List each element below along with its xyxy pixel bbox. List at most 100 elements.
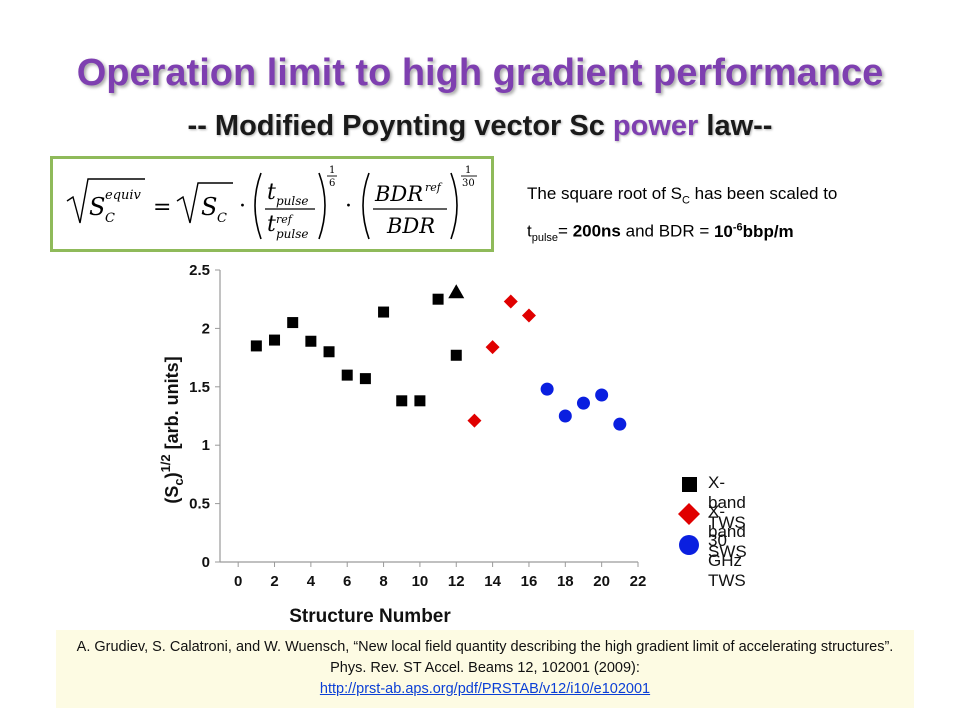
data-point-triangle [448,284,465,299]
subtitle-highlight: power [612,110,699,142]
data-point-diamond [467,413,482,428]
slide-title: Operation limit to high gradient perform… [76,52,884,94]
x-tick-label: 14 [484,573,501,590]
frac1-den-sup: ref [276,213,294,226]
legend-label: 30 GHz TWS [708,531,746,590]
note-text: has been scaled to [689,184,838,203]
y-tick-label: 2 [202,320,210,337]
exp1-num: 1 [329,165,335,176]
sqrt-sign [66,178,145,224]
reference-box: A. Grudiev, S. Calatroni, and W. Wuensch… [56,630,914,708]
note-bdr-base: 10 [713,222,733,242]
note-sub: C [681,194,690,207]
y-tick-label: 1 [202,437,210,454]
x-tick-label: 22 [630,573,647,590]
data-point-diamond [521,308,536,323]
reference-text: A. Grudiev, S. Calatroni, and W. Wuensch… [76,639,894,676]
y-axis-label-sup: 1/2 [158,454,173,472]
paren-right [450,172,458,240]
y-tick-label: 0 [202,554,210,571]
y-tick-label: 1.5 [189,379,210,396]
data-point-diamond [485,340,500,355]
scaling-note: The square root of SC has been scaled to… [527,180,947,252]
note-text: = [558,222,573,242]
x-tick-label: 0 [234,573,242,590]
x-tick-label: 16 [521,573,538,590]
data-point-circle [595,388,609,402]
paren-left [254,172,262,240]
formula-sc-sub: C [217,211,227,226]
paren-right [318,172,326,240]
scatter-chart: 0 0.5 1 1.5 2 2.5 0 2 4 6 8 10 12 14 16 18 20 22 Structur… [158,262,646,627]
formula-sc: S [201,193,217,221]
slide-subtitle: -- Modified Poynting vector Sc power law… [0,110,960,143]
diamond-icon [678,503,700,525]
sqrt-sign [176,182,233,224]
note-bdr-unit: bbp/m [742,222,794,242]
data-point-square [359,373,371,385]
data-point-square [378,306,390,318]
y-axis-label: (Sc)1/2 [arb. units] [158,356,186,503]
note-text: t [527,222,532,242]
data-point-square [250,340,262,352]
data-point-circle [576,396,590,410]
formula-equals: = [153,195,171,220]
x-tick-label: 12 [448,573,465,590]
data-point-square [396,395,408,407]
frac1-num-t: t [267,180,276,205]
data-point-circle [558,409,572,423]
reference-link[interactable]: http://prst-ab.aps.org/pdf/PRSTAB/v12/i1… [319,681,651,697]
y-tick-label: 0.5 [189,496,210,513]
exp1-den: 6 [329,178,335,189]
data-point-diamond [503,294,518,309]
y-axis-label-part: ) [162,472,182,478]
formula-lhs-sup: equiv [105,188,142,203]
x-tick-label: 6 [343,573,351,590]
x-axis-label: Structure Number [289,606,451,627]
formula-dot: · [345,194,352,219]
square-icon [682,477,697,492]
x-tick-label: 18 [557,573,574,590]
frac2-den: BDR [386,214,435,238]
y-tick-label: 2.5 [189,262,210,279]
formula-lhs-sub: C [105,211,115,226]
data-point-circle [613,417,627,431]
x-tick-label: 4 [307,573,316,590]
frac1-den-sub: pulse [276,227,309,241]
x-tick-label: 10 [412,573,429,590]
formula-box: S equiv C = S C · t pulse t ref pulse 1 … [50,156,494,252]
formula-lhs-base: S [89,193,105,221]
legend-label: X-band SWS [708,502,747,561]
data-point-square [287,317,299,329]
note-text: and BDR = [620,222,714,242]
data-point-square [450,349,462,361]
frac1-den-t: t [267,212,276,237]
x-tick-label: 20 [593,573,610,590]
data-point-square [414,395,426,407]
data-point-square [305,335,317,347]
x-tick-label: 2 [270,573,278,590]
y-axis-label-sub: c [171,478,186,485]
paren-left [362,172,370,240]
subtitle-prefix: -- Modified Poynting vector Sc [187,110,605,142]
data-point-square [269,334,281,346]
x-tick-label: 8 [379,573,387,590]
data-point-square [432,293,444,305]
exp2-num: 1 [465,165,471,176]
data-point-square [341,369,353,381]
y-axis-label-part: (S [162,486,182,504]
circle-icon [679,535,699,555]
note-text: The square root of S [527,184,682,203]
note-sub: pulse [531,232,559,245]
y-axis-label-part: [arb. units] [162,356,182,454]
subtitle-suffix: law-- [706,110,773,142]
formula: S equiv C = S C · t pulse t ref pulse 1 … [66,165,477,241]
data-point-circle [540,382,554,396]
note-pulse-value: 200ns [572,222,621,242]
formula-dot: · [239,194,246,219]
legend-label: X-band TWS [708,473,746,532]
frac1-num-sub: pulse [276,194,309,208]
frac2-num: BDR [374,182,423,206]
chart-axes: 0 0.5 1 1.5 2 2.5 0 2 4 6 8 10 12 14 16 18 20 22 [189,262,646,590]
frac2-num-sup: ref [425,181,443,194]
